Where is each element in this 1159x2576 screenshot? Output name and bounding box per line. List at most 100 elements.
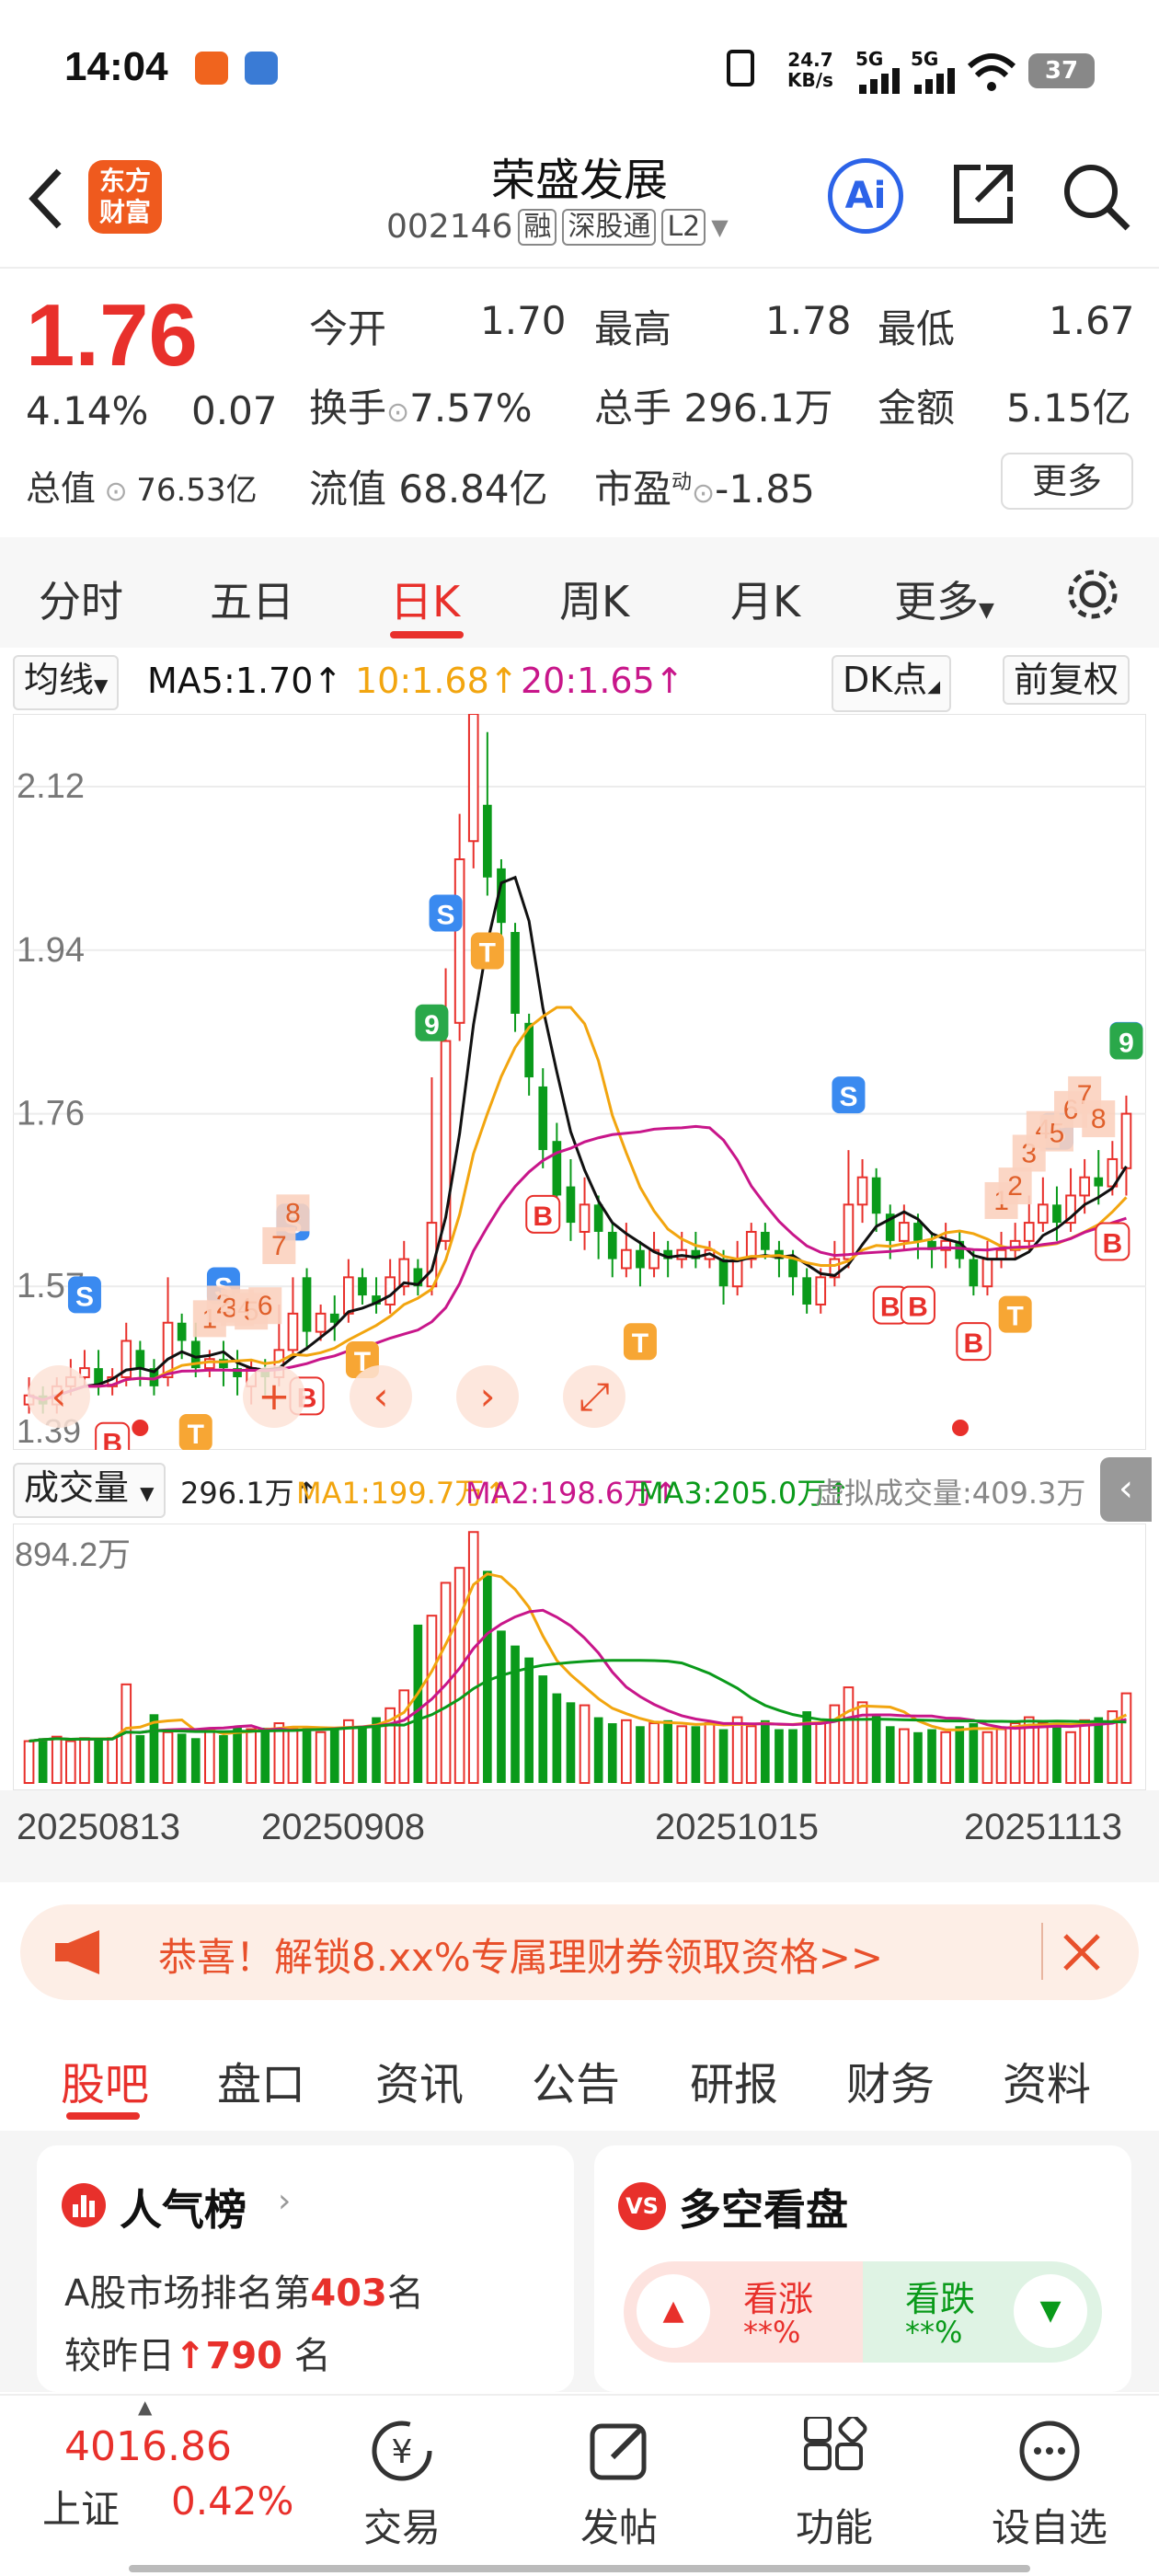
volume-bar bbox=[287, 1728, 299, 1785]
volume-bar bbox=[246, 1728, 257, 1785]
more-button[interactable]: 更多 bbox=[1001, 453, 1133, 510]
promo-banner[interactable]: 恭喜！解锁8.xx%专属理财券领取资格>> bbox=[20, 1904, 1139, 2000]
more-dots-icon bbox=[1019, 2421, 1080, 2481]
dk-point-select[interactable]: DK点◢ bbox=[832, 655, 952, 712]
vol-ma1: MA1:199.7万↑ bbox=[296, 1476, 510, 1511]
tab-announcement[interactable]: 公告 bbox=[532, 2059, 621, 2110]
volume-bar bbox=[843, 1686, 855, 1784]
gesture-bar bbox=[129, 2565, 1030, 2572]
ma-mode-select[interactable]: 均线▼ bbox=[13, 655, 120, 710]
tab-finance[interactable]: 财务 bbox=[846, 2059, 935, 2110]
megaphone-icon bbox=[55, 1930, 99, 1974]
candle-body bbox=[453, 858, 465, 1024]
search-icon[interactable] bbox=[1060, 160, 1133, 234]
volume-bar bbox=[372, 1717, 381, 1783]
td9-marker-text: 9 bbox=[1119, 1029, 1134, 1059]
candle-body bbox=[538, 1086, 548, 1151]
candle-body bbox=[497, 868, 506, 924]
back-arrow-icon[interactable] bbox=[26, 166, 66, 232]
settings-gear-icon[interactable] bbox=[1063, 565, 1122, 624]
tab-weekly-k[interactable]: 周K bbox=[559, 577, 630, 627]
stock-name: 荣盛发展 bbox=[490, 155, 668, 206]
ma5-line bbox=[29, 875, 1128, 1402]
sell-marker bbox=[429, 894, 463, 932]
candle-body bbox=[398, 1258, 410, 1288]
nav-functions[interactable]: 功能 bbox=[765, 2405, 903, 2553]
index-quote[interactable]: ▲ 4016.86 上证 0.42% bbox=[22, 2396, 298, 2561]
candle-body bbox=[190, 1340, 201, 1369]
bull-bear-card[interactable]: VS 多空看盘 ▲ 看涨 **% 看跌 **% ▼ bbox=[594, 2145, 1131, 2392]
candle-body bbox=[343, 1276, 354, 1315]
tab-daily-k[interactable]: 日K bbox=[390, 577, 461, 627]
tab-guba[interactable]: 股吧 bbox=[61, 2059, 150, 2110]
popularity-title: 人气榜 bbox=[120, 2185, 247, 2235]
candle-body bbox=[1065, 1194, 1076, 1225]
stock-header: 东方 财富 荣盛发展 002146 融 深股通 L2 ▼ Ai bbox=[0, 138, 1159, 267]
candle-body bbox=[871, 1177, 881, 1214]
stock-code-row[interactable]: 002146 融 深股通 L2 ▼ bbox=[386, 208, 729, 246]
adjust-select[interactable]: 前复权 bbox=[1003, 655, 1130, 705]
virtual-volume: 虚拟成交量:409.3万 bbox=[815, 1476, 1086, 1511]
ma-lines bbox=[29, 875, 1128, 1402]
volume-bar bbox=[135, 1735, 145, 1783]
volume-bar bbox=[273, 1722, 285, 1784]
tab-profile[interactable]: 资料 bbox=[1003, 2059, 1092, 2110]
volume-bar bbox=[453, 1567, 465, 1785]
t-marker bbox=[470, 932, 504, 970]
tab-5day[interactable]: 五日 bbox=[210, 577, 294, 627]
bull-button[interactable]: ▲ 看涨 **% bbox=[624, 2261, 863, 2363]
shield-notification-icon bbox=[245, 52, 278, 85]
candle-body bbox=[621, 1248, 632, 1270]
vol-ma2-line bbox=[29, 1608, 1127, 1743]
td9-marker bbox=[1109, 1022, 1143, 1060]
nav-post[interactable]: 发帖 bbox=[550, 2405, 688, 2553]
volume-bar bbox=[538, 1675, 548, 1783]
sell-marker bbox=[67, 1276, 101, 1314]
date-label: 20250813 bbox=[17, 1807, 180, 1847]
collapse-panel-button[interactable]: ‹ bbox=[1100, 1457, 1152, 1522]
volume-bar bbox=[384, 1707, 396, 1784]
candle-body bbox=[691, 1249, 701, 1259]
tab-research[interactable]: 研报 bbox=[690, 2059, 779, 2110]
kline-chart[interactable]: 2.121.941.761.571.39 SSSSSSSBBBBBBBTTTTT… bbox=[13, 714, 1146, 1450]
nav-trade[interactable]: ¥ 交易 bbox=[333, 2405, 471, 2553]
candle-body bbox=[566, 1186, 576, 1224]
volume-bar bbox=[593, 1717, 603, 1783]
ma10-value: 10:1.68↑ bbox=[355, 661, 519, 701]
td-digit: 6 bbox=[258, 1291, 273, 1321]
signal-5g-2: 5G bbox=[911, 48, 939, 70]
tab-more[interactable]: 更多▼ bbox=[894, 577, 994, 627]
t-marker bbox=[998, 1295, 1032, 1333]
share-icon[interactable] bbox=[949, 160, 1017, 228]
candle-body bbox=[440, 1040, 452, 1242]
close-icon[interactable] bbox=[1061, 1932, 1102, 1972]
ma20-value: 20:1.65↑ bbox=[521, 661, 684, 701]
date-label: 20250908 bbox=[261, 1807, 425, 1847]
volume-bar bbox=[691, 1726, 701, 1783]
tab-news[interactable]: 资讯 bbox=[375, 2059, 465, 2110]
candlesticks bbox=[23, 714, 1132, 1414]
tab-intraday[interactable]: 分时 bbox=[39, 577, 123, 627]
popularity-card[interactable]: 人气榜 › A股市场排名第403名 较昨日↑790 名 bbox=[37, 2145, 574, 2392]
bull-pct: **% bbox=[743, 2315, 801, 2350]
change-value: 0.07 bbox=[191, 388, 278, 433]
candle-body bbox=[636, 1249, 645, 1269]
ai-button[interactable]: Ai bbox=[828, 158, 903, 234]
volume-bar bbox=[788, 1729, 798, 1783]
td9-marker bbox=[415, 1004, 449, 1041]
volume-bar bbox=[1065, 1731, 1076, 1785]
tab-monthly-k[interactable]: 月K bbox=[730, 577, 801, 627]
nav-add-watchlist[interactable]: 设自选 bbox=[981, 2405, 1119, 2553]
tab-pankou[interactable]: 盘口 bbox=[217, 2059, 306, 2110]
status-time: 14:04 bbox=[64, 44, 168, 89]
volume-chart[interactable]: 894.2万 bbox=[13, 1524, 1146, 1790]
bear-button[interactable]: 看跌 **% ▼ bbox=[863, 2261, 1102, 2363]
volume-mode-select[interactable]: 成交量 ▼ bbox=[13, 1463, 166, 1518]
candle-body bbox=[731, 1258, 743, 1288]
network-speed: 24.7 KB/s bbox=[787, 49, 833, 91]
candle-body bbox=[1120, 1112, 1132, 1169]
zoom-out-button-glyph: ‹ bbox=[52, 1374, 67, 1419]
fullscreen-button bbox=[563, 1365, 625, 1428]
candle-body bbox=[483, 804, 492, 878]
volume-bar bbox=[552, 1693, 562, 1783]
